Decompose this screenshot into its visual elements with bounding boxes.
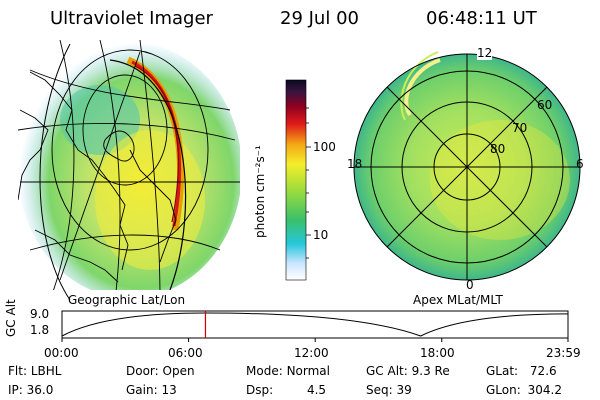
glat-label: GLat: xyxy=(486,364,519,378)
earth-limb xyxy=(109,59,187,290)
mlat-label-70: 70 xyxy=(512,121,528,135)
status-dsp: Dsp: 4.5 xyxy=(246,383,326,397)
colorbar-tick-10: 10 xyxy=(313,228,329,242)
mlt-label-6: 6 xyxy=(576,157,584,171)
instrument-title: Ultraviolet Imager xyxy=(50,8,213,29)
gain-label: Gain: xyxy=(126,383,158,397)
seq-label: Seq: xyxy=(366,383,393,397)
date-label: 29 Jul 00 xyxy=(280,8,359,29)
ip-label: IP: xyxy=(8,383,23,397)
altitude-curve xyxy=(61,312,569,337)
door-label: Door: xyxy=(126,364,159,378)
polar-arc xyxy=(404,58,441,117)
polar-grid xyxy=(354,54,580,280)
status-gcalt: GC Alt: 9.3 Re xyxy=(366,364,450,378)
altitude-x-ticks xyxy=(61,338,569,342)
flt-value: LBHL xyxy=(30,364,62,378)
x-tick-1200: 12:00 xyxy=(294,346,329,360)
seq-value: 39 xyxy=(396,383,412,397)
time-label: 06:48:11 UT xyxy=(426,8,537,29)
dim-region xyxy=(60,85,140,155)
colorbar-tick-100: 100 xyxy=(313,140,336,154)
gcalt-value: 9.3 Re xyxy=(411,364,450,378)
alt-tick-1-8: 1.8 xyxy=(30,323,50,337)
mlt-label-12: 12 xyxy=(477,46,493,60)
status-glon: GLon: 304.2 xyxy=(486,383,562,397)
gcalt-label: GC Alt: xyxy=(366,364,408,378)
mode-label: Mode: xyxy=(246,364,283,378)
x-tick-1800: 18:00 xyxy=(420,346,455,360)
flt-label: Flt: xyxy=(8,364,27,378)
ip-value: 36.0 xyxy=(26,383,54,397)
mode-value: Normal xyxy=(286,364,330,378)
glat-value: 72.6 xyxy=(529,364,557,378)
status-gain: Gain: 13 xyxy=(126,383,177,397)
x-tick-0600: 06:00 xyxy=(168,346,203,360)
mlt-label-0: 0 xyxy=(466,278,474,292)
mlat-label-60: 60 xyxy=(537,98,553,112)
mlat-label-80: 80 xyxy=(490,142,506,156)
mlt-label-18: 18 xyxy=(347,157,363,171)
status-glat: GLat: 72.6 xyxy=(486,364,557,378)
dsp-label: Dsp: xyxy=(246,383,274,397)
x-tick-2359: 23:59 xyxy=(546,346,581,360)
globe-edge xyxy=(39,43,71,301)
coastlines xyxy=(18,71,177,283)
geo-panel-caption: Geographic Lat/Lon xyxy=(68,293,186,307)
polar-panel-caption: Apex MLat/MLT xyxy=(413,293,503,307)
status-ip: IP: 36.0 xyxy=(8,383,53,397)
alt-tick-9: 9.0 xyxy=(30,307,50,321)
glon-value: 304.2 xyxy=(527,383,562,397)
door-value: Open xyxy=(162,364,195,378)
altitude-plot-frame xyxy=(61,310,569,339)
status-mode: Mode: Normal xyxy=(246,364,330,378)
dsp-value: 4.5 xyxy=(306,383,327,397)
status-door: Door: Open xyxy=(126,364,195,378)
status-flt: Flt: LBHL xyxy=(8,364,61,378)
gain-value: 13 xyxy=(161,383,177,397)
geo-grid xyxy=(18,40,240,290)
polar-bright xyxy=(430,120,570,240)
colorbar-ticks xyxy=(306,107,311,259)
glon-label: GLon: xyxy=(486,383,521,397)
colorbar-gradient xyxy=(285,79,307,281)
x-tick-0000: 00:00 xyxy=(44,346,79,360)
status-seq: Seq: 39 xyxy=(366,383,412,397)
